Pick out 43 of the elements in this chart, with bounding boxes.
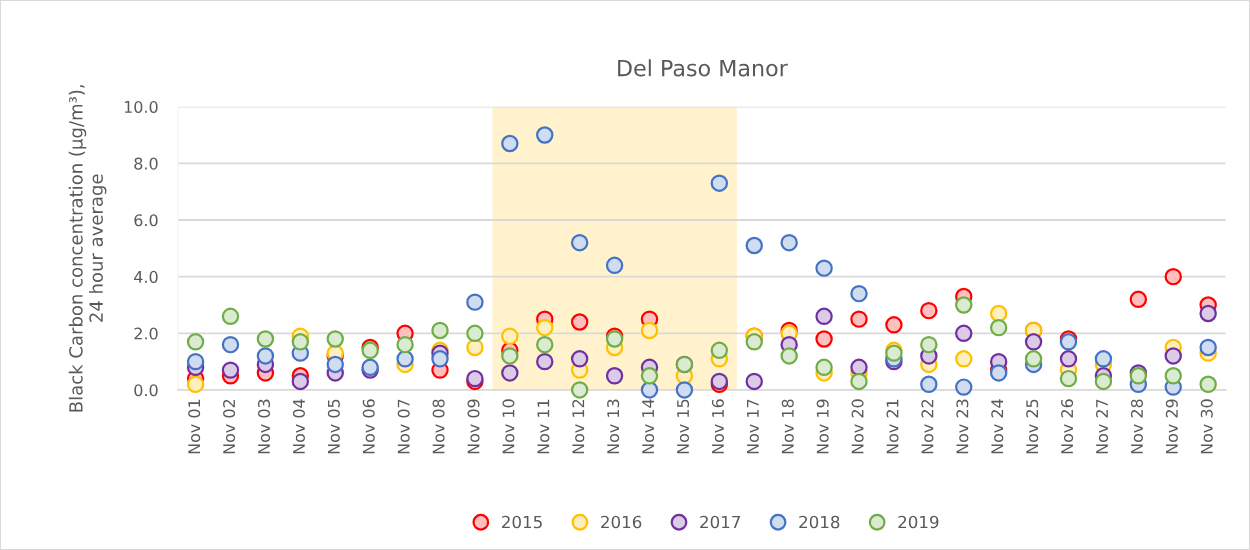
x-tick-label: Nov 17 [747, 399, 759, 454]
x-tick-label: Nov 09 [467, 399, 480, 454]
legend-label: 2019 [898, 515, 939, 529]
x-tick-label: Nov 04 [292, 399, 305, 454]
x-tick-label: Nov 23 [956, 399, 969, 454]
legend-label: 2016 [601, 515, 642, 529]
x-tick-label: Nov 30 [1200, 399, 1213, 454]
x-tick-label: Nov 25 [1026, 399, 1039, 454]
x-tick-label: Nov 12 [572, 399, 585, 454]
x-tick-label: Nov 03 [257, 399, 271, 454]
x-tick-label: Nov 08 [432, 399, 445, 454]
y-tick-label: 10.0 [124, 100, 158, 113]
x-tick-label: Nov 28 [1130, 399, 1143, 454]
x-tick-label: Nov 07 [397, 399, 410, 454]
y-tick-label: 4.0 [134, 270, 158, 283]
y-tick-label: 6.0 [134, 214, 158, 227]
y-axis-title: Black Carbon concentration (μg/m³), 24 hour average [68, 85, 107, 412]
x-tick-label: Nov 27 [1095, 399, 1109, 454]
x-tick-label: Nov 26 [1061, 399, 1074, 454]
legend-label: 2018 [799, 515, 840, 529]
x-tick-label: Nov 06 [362, 399, 375, 454]
x-tick-label: Nov 05 [327, 399, 340, 454]
x-tick-label: Nov 13 [607, 399, 620, 454]
x-tick-label: Nov 20 [851, 399, 864, 454]
x-tick-label: Nov 15 [677, 399, 690, 454]
x-tick-label: Nov 19 [816, 399, 829, 454]
chart-title: Del Paso Manor [618, 59, 788, 77]
x-tick-label: Nov 18 [781, 399, 794, 454]
y-tick-label: 8.0 [134, 157, 158, 170]
y-tick-label: 2.0 [134, 327, 158, 340]
x-tick-label: Nov 10 [502, 399, 515, 454]
x-tick-label: Nov 11 [537, 399, 550, 454]
x-tick-label: Nov 21 [886, 399, 899, 454]
legend-label: 2017 [700, 515, 740, 529]
y-tick-label: 0.0 [134, 384, 158, 397]
x-tick-label: Nov 29 [1165, 399, 1178, 454]
x-tick-label: Nov 02 [223, 399, 236, 454]
x-tick-label: Nov 14 [642, 399, 655, 454]
x-tick-label: Nov 16 [711, 399, 724, 454]
x-tick-label: Nov 24 [991, 399, 1004, 454]
x-tick-label: Nov 01 [188, 399, 201, 454]
x-tick-label: Nov 22 [921, 399, 934, 454]
legend-label: 2015 [502, 515, 542, 529]
